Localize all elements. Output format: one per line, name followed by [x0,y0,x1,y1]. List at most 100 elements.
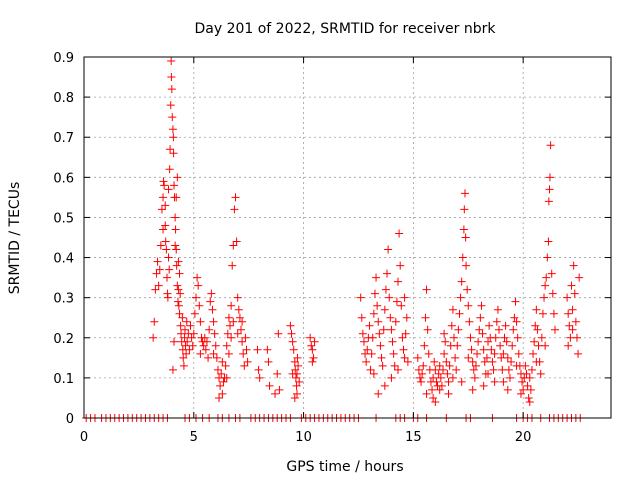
data-point [571,317,580,326]
data-point [202,337,211,346]
data-point [224,349,233,358]
x-axis-label: GPS time / hours [286,459,403,475]
data-point [395,229,404,238]
data-point [187,333,196,342]
data-point [523,381,532,390]
data-point [399,345,408,354]
data-point [386,313,395,322]
data-point [169,149,178,158]
data-point [287,329,296,338]
data-point [417,377,426,386]
data-point [570,289,579,298]
data-point [381,285,390,294]
data-point [470,373,479,382]
data-point [453,341,462,350]
data-point [309,353,318,362]
data-point [471,361,480,370]
data-point [310,337,319,346]
data-point [161,201,170,210]
data-point [495,325,504,334]
data-point [193,273,202,282]
data-point [541,281,550,290]
data-point [174,285,183,294]
data-point [503,385,512,394]
data-point [451,353,460,362]
data-point [490,349,499,358]
data-point [460,205,469,214]
data-point [229,241,238,250]
data-point [357,313,366,322]
data-point [463,285,472,294]
data-point [173,297,182,306]
data-point [166,101,175,110]
data-point [235,313,244,322]
data-point [537,333,546,342]
data-point [199,341,208,350]
data-point [391,317,400,326]
data-point [210,329,219,338]
data-point [429,373,438,382]
data-point [414,365,423,374]
data-point [514,349,523,358]
y-tick-label: 0.3 [53,292,74,307]
data-point [180,333,189,342]
data-point [227,333,236,342]
data-point [479,381,488,390]
data-point [289,345,298,354]
data-point [170,181,179,190]
data-point [367,349,376,358]
data-point [151,285,160,294]
data-point [512,317,521,326]
data-point [152,269,161,278]
data-point [452,365,461,374]
data-point [291,373,300,382]
data-point [217,369,226,378]
data-point [242,345,251,354]
data-point [307,341,316,350]
data-point [168,365,177,374]
data-point [441,337,450,346]
data-point [508,341,517,350]
data-point [168,113,177,122]
data-point [162,245,171,254]
data-point [529,349,538,358]
data-point [568,325,577,334]
data-point [233,329,242,338]
y-axis-label: SRMTID / TECUs [7,182,23,295]
data-point [308,357,317,366]
data-point [229,317,238,326]
data-point [183,337,192,346]
data-point [551,325,560,334]
data-point [389,349,398,358]
data-point [173,173,182,182]
data-point [150,317,159,326]
data-point [397,301,406,310]
data-point [563,293,572,302]
data-point [398,333,407,342]
data-point [295,377,304,386]
y-tick-labels: 0 0.1 0.2 0.3 0.4 0.5 0.6 0.7 0.8 0.9 [53,51,74,427]
data-point [436,373,445,382]
data-point [473,349,482,358]
data-point [392,297,401,306]
data-point [174,301,183,310]
data-point [164,185,173,194]
data-point [544,237,553,246]
data-point [547,269,556,278]
data-point [186,321,195,330]
data-point [418,369,427,378]
data-point [487,345,496,354]
data-point [233,293,242,302]
data-point [189,329,198,338]
data-point [444,389,453,398]
data-point [201,345,210,354]
data-point [525,373,534,382]
data-point [222,373,231,382]
data-point [163,293,172,302]
data-point [206,297,215,306]
data-point [165,165,174,174]
data-point [161,221,170,230]
data-point [429,393,438,402]
data-point [240,361,249,370]
